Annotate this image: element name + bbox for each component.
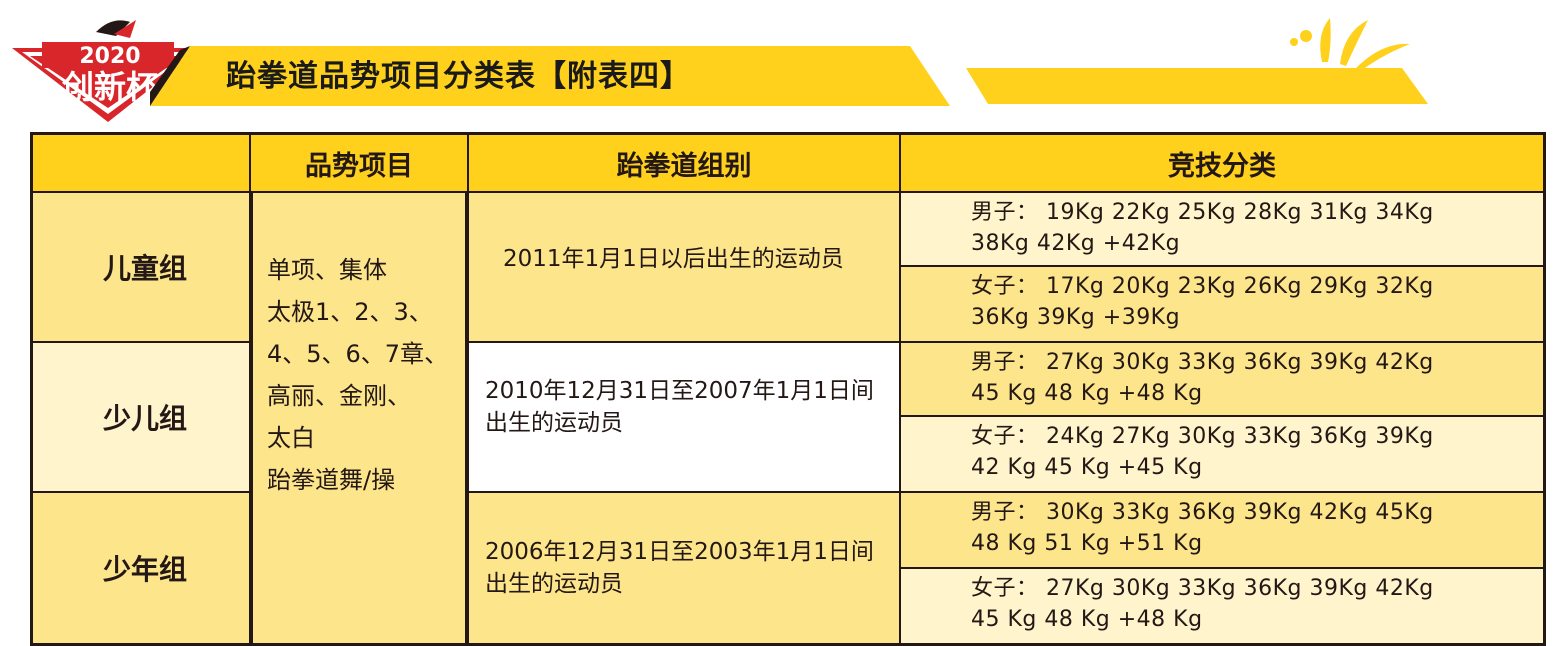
category-line: 45 Kg 48 Kg +48 Kg	[971, 381, 1203, 406]
chuangxinbei-logo: 2020 创新杯	[12, 20, 202, 122]
age-range-youth: 2006年12月31日至2003年1月1日间出生的运动员	[469, 493, 899, 643]
group-children: 儿童组	[33, 193, 249, 341]
category-line: 男子： 30Kg 33Kg 36Kg 39Kg 42Kg 45Kg	[971, 500, 1434, 525]
group-juvenile: 少儿组	[33, 343, 249, 491]
page-title: 跆拳道品势项目分类表【附表四】	[226, 59, 691, 94]
logo-year: 2020	[79, 44, 140, 69]
classification-table: 品势项目 跆拳道组别 竞技分类 儿童组 少儿组 少年组 单项、集体 太极1、2、…	[30, 132, 1546, 646]
age-range-juvenile: 2010年12月31日至2007年1月1日间出生的运动员	[469, 343, 899, 491]
header-poomsae: 品势项目	[251, 135, 467, 191]
category-line: 45 Kg 48 Kg +48 Kg	[971, 607, 1203, 632]
poomsae-item: 太极1、2、3、	[267, 298, 433, 326]
header-age-group: 跆拳道组别	[469, 135, 899, 191]
category-youth-female: 女子： 27Kg 30Kg 33Kg 36Kg 39Kg 42Kg 45 Kg …	[901, 569, 1543, 643]
header-blank	[33, 135, 249, 191]
poomsae-item: 单项、集体	[267, 256, 387, 284]
category-children-male: 男子： 19Kg 22Kg 25Kg 28Kg 31Kg 34Kg 38Kg 4…	[901, 193, 1543, 265]
category-line: 男子： 27Kg 30Kg 33Kg 36Kg 39Kg 42Kg	[971, 350, 1434, 375]
logo-name: 创新杯	[61, 68, 158, 106]
category-line: 女子： 17Kg 20Kg 23Kg 26Kg 29Kg 32Kg	[971, 274, 1434, 299]
category-children-female: 女子： 17Kg 20Kg 23Kg 26Kg 29Kg 32Kg 36Kg 3…	[901, 267, 1543, 341]
category-youth-male: 男子： 30Kg 33Kg 36Kg 39Kg 42Kg 45Kg 48 Kg …	[901, 493, 1543, 567]
right-banner	[966, 68, 1428, 104]
category-line: 38Kg 42Kg +42Kg	[971, 231, 1181, 256]
category-line: 36Kg 39Kg +39Kg	[971, 305, 1181, 330]
category-line: 48 Kg 51 Kg +51 Kg	[971, 531, 1203, 556]
poomsae-item: 4、5、6、7章、	[267, 340, 449, 368]
splash-decoration	[1290, 18, 1410, 70]
category-line: 42 Kg 45 Kg +45 Kg	[971, 455, 1203, 480]
poomsae-item: 太白	[267, 424, 315, 452]
title-banner	[150, 46, 950, 106]
group-youth: 少年组	[33, 493, 249, 643]
category-juvenile-male: 男子： 27Kg 30Kg 33Kg 36Kg 39Kg 42Kg 45 Kg …	[901, 343, 1543, 415]
poomsae-item: 高丽、金刚、	[267, 382, 411, 410]
age-range-children: 2011年1月1日以后出生的运动员	[469, 193, 899, 341]
category-line: 女子： 27Kg 30Kg 33Kg 36Kg 39Kg 42Kg	[971, 576, 1434, 601]
poomsae-item: 跆拳道舞/操	[267, 466, 396, 494]
category-juvenile-female: 女子： 24Kg 27Kg 30Kg 33Kg 36Kg 39Kg 42 Kg …	[901, 417, 1543, 491]
header-category: 竞技分类	[901, 135, 1543, 191]
category-line: 女子： 24Kg 27Kg 30Kg 33Kg 36Kg 39Kg	[971, 424, 1434, 449]
poomsae-items: 单项、集体 太极1、2、3、 4、5、6、7章、 高丽、金刚、 太白 跆拳道舞/…	[251, 193, 467, 643]
category-line: 男子： 19Kg 22Kg 25Kg 28Kg 31Kg 34Kg	[971, 200, 1434, 225]
